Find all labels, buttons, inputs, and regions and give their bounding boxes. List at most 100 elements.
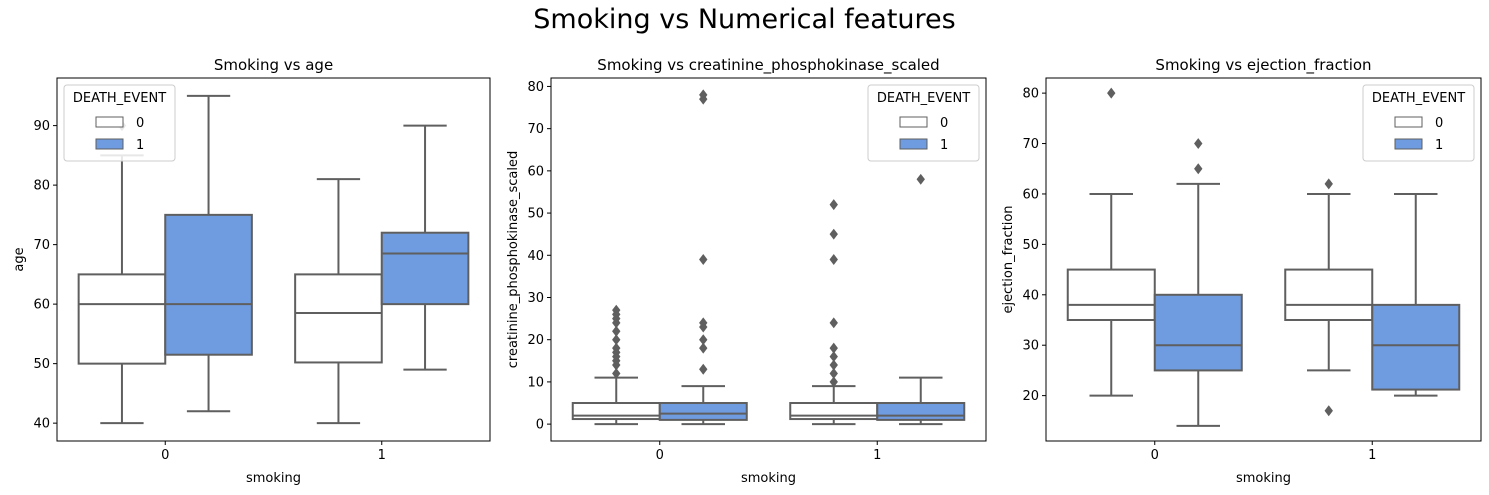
box-group: [1284, 178, 1374, 417]
flier-point: [699, 89, 708, 101]
y-tick-label: 0: [536, 418, 544, 433]
box-group: [658, 89, 748, 426]
box-iqr: [658, 402, 748, 421]
flier-point: [829, 228, 838, 240]
box-group: [571, 304, 661, 426]
flier-point: [829, 351, 838, 363]
x-axis-label: smoking: [1236, 471, 1291, 486]
y-tick-label: 60: [33, 298, 50, 313]
box-group: [876, 173, 966, 426]
x-tick-label: 1: [1368, 448, 1376, 463]
flier-point: [1324, 178, 1333, 190]
subplot-title: Smoking vs age: [214, 56, 333, 74]
legend-label: 1: [136, 138, 144, 153]
flier-point: [829, 368, 838, 379]
flier-point: [829, 342, 838, 354]
box-iqr: [1066, 268, 1156, 322]
y-axis-label: creatinine_phosphokinase_scaled: [506, 151, 521, 369]
flier-point: [699, 363, 708, 375]
flier-point: [829, 199, 838, 211]
y-tick-label: 40: [33, 417, 50, 432]
flier-point: [699, 254, 708, 265]
subplot-title: Smoking vs creatinine_phosphokinase_scal…: [597, 56, 939, 75]
y-tick-label: 30: [1022, 339, 1039, 354]
box-group: [1371, 192, 1461, 397]
box-group: [1066, 87, 1156, 397]
flier-point: [829, 254, 838, 265]
legend-title: DEATH_EVENT: [877, 91, 970, 106]
flier-point: [1324, 405, 1333, 417]
y-tick-label: 60: [527, 164, 544, 179]
x-axis-label: smoking: [246, 471, 301, 486]
box-group: [77, 120, 167, 425]
y-axis-label: age: [12, 247, 27, 271]
y-tick-label: 20: [527, 333, 544, 348]
x-tick-label: 0: [161, 448, 169, 463]
y-tick-label: 30: [527, 291, 544, 306]
legend-label: 0: [940, 116, 948, 131]
flier-point: [612, 342, 621, 354]
box-iqr: [77, 273, 167, 365]
box-group: [164, 94, 253, 413]
flier-point: [699, 342, 708, 354]
legend-label: 0: [1435, 116, 1443, 131]
x-axis-label: smoking: [741, 471, 796, 486]
subplot-2: Smoking vs creatinine_phosphokinase_scal…: [506, 56, 987, 486]
box-group: [789, 199, 879, 426]
y-tick-label: 60: [1022, 187, 1039, 202]
legend-swatch: [899, 138, 928, 150]
box-iqr: [1284, 268, 1374, 322]
legend-swatch: [95, 116, 124, 128]
flier-point: [829, 317, 838, 329]
box-iqr: [876, 402, 966, 421]
axes-frame: [550, 77, 987, 442]
x-tick-label: 0: [1151, 448, 1159, 463]
y-tick-label: 40: [1022, 288, 1039, 303]
legend: DEATH_EVENT 0 1: [63, 84, 176, 162]
x-tick-label: 1: [378, 448, 386, 463]
flier-point: [916, 173, 925, 185]
legend-label: 1: [940, 138, 948, 153]
y-tick-label: 20: [1022, 389, 1039, 404]
subplot-title: Smoking vs ejection_fraction: [1155, 56, 1371, 75]
y-tick-label: 50: [1022, 238, 1039, 253]
flier-point: [829, 376, 838, 388]
flier-point: [612, 368, 621, 379]
figure-title: Smoking vs Numerical features: [533, 4, 956, 35]
y-tick-label: 70: [1022, 137, 1039, 152]
x-tick-label: 1: [873, 448, 881, 463]
x-tick-label: 0: [656, 448, 664, 463]
legend-label: 0: [136, 116, 144, 131]
y-tick-label: 10: [527, 375, 544, 390]
box-iqr: [380, 231, 470, 306]
box-iqr: [1153, 293, 1243, 372]
y-tick-label: 90: [33, 119, 50, 134]
y-tick-label: 80: [527, 80, 544, 95]
axes-frame: [56, 77, 491, 442]
legend-swatch: [1394, 116, 1423, 128]
legend: DEATH_EVENT 0 1: [1362, 84, 1475, 162]
legend-title: DEATH_EVENT: [73, 91, 166, 106]
subplot-1: Smoking vs age 40 50 60 70 80 90 0 1 smoking age DE…: [12, 56, 491, 486]
legend-swatch: [95, 138, 124, 150]
y-tick-label: 40: [527, 249, 544, 264]
box-group: [294, 178, 383, 425]
y-axis-label: ejection_fraction: [1001, 205, 1016, 313]
flier-point: [612, 325, 621, 337]
box-iqr: [164, 213, 253, 356]
subplot-3: Smoking vs ejection_fraction 20 30 40 50 60 70…: [1001, 56, 1482, 486]
y-tick-label: 50: [33, 357, 50, 372]
legend-title: DEATH_EVENT: [1372, 91, 1465, 106]
flier-point: [699, 334, 708, 346]
legend: DEATH_EVENT 0 1: [867, 84, 980, 162]
box-group: [380, 124, 470, 371]
y-tick-label: 80: [1022, 87, 1039, 102]
y-tick-label: 70: [33, 238, 50, 253]
axes-frame: [1045, 77, 1482, 442]
box-iqr: [1371, 303, 1461, 391]
flier-point: [1194, 138, 1203, 150]
legend-label: 1: [1435, 138, 1443, 153]
legend-swatch: [899, 116, 928, 128]
y-tick-label: 80: [33, 179, 50, 194]
